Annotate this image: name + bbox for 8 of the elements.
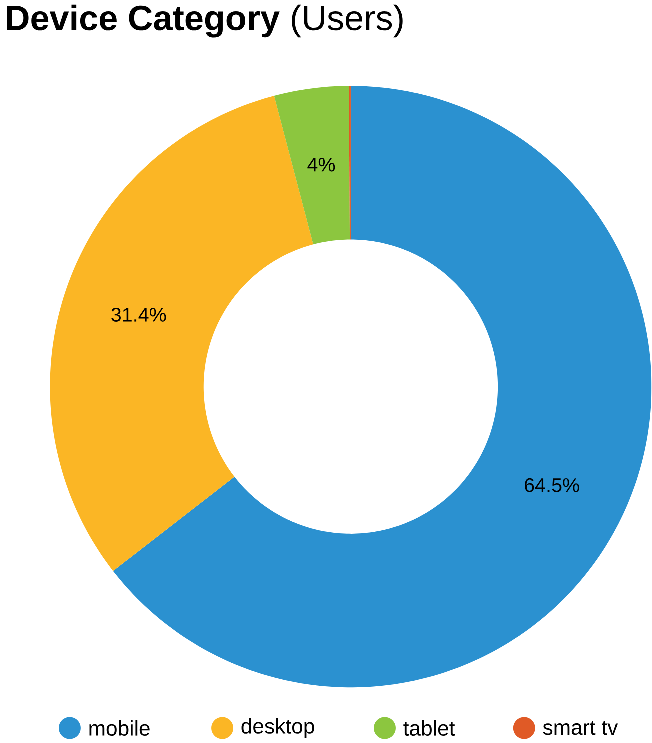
legend-label: tablet <box>404 720 456 736</box>
data-label: 4% <box>308 158 336 172</box>
data-label: 64.5% <box>525 478 580 492</box>
legend-label: smart tv <box>543 721 618 736</box>
legend-label: desktop <box>242 718 314 738</box>
legend-label: mobile <box>90 720 150 736</box>
data-label: 31.4% <box>112 308 166 322</box>
chart-title: Device Category (Users) <box>7 4 403 38</box>
